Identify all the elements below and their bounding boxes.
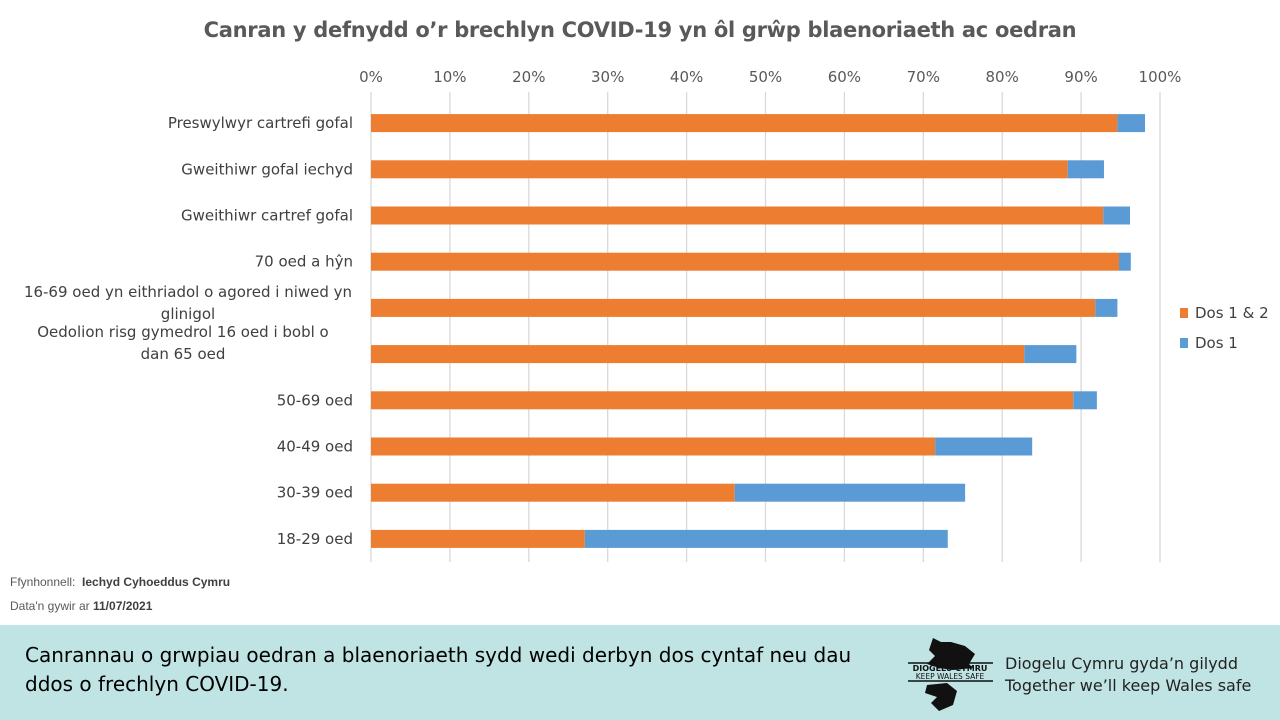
caption: Canrannau o grwpiau oedran a blaenoriaet…	[25, 643, 852, 696]
category-label: Preswylwyr cartrefi gofal	[168, 114, 353, 132]
bar-dos-1	[584, 529, 948, 548]
category-label: 18-29 oed	[277, 530, 353, 548]
x-tick-label: 40%	[670, 68, 703, 86]
source-label: Ffynhonnell:	[10, 575, 76, 589]
legend-label: Dos 1	[1195, 334, 1238, 352]
legend: Dos 1 & 2 Dos 1	[1180, 298, 1269, 358]
bar-dos-1-2	[371, 529, 585, 548]
category-label: Gweithiwr gofal iechyd	[181, 160, 353, 178]
bar-dos-1	[1067, 160, 1104, 179]
category-label: Gweithiwr cartref gofal	[181, 207, 353, 225]
bar-dos-1-2	[371, 298, 1096, 317]
legend-item-dos-1: Dos 1	[1180, 328, 1269, 358]
x-tick-label: 10%	[433, 68, 466, 86]
date-label: Data'n gywir ar	[10, 599, 90, 613]
bar-dos-1-2	[371, 252, 1119, 271]
category-label: 40-49 oed	[277, 438, 353, 456]
footer-banner: Canrannau o grwpiau oedran a blaenoriaet…	[0, 625, 1280, 720]
svg-text:KEEP WALES SAFE: KEEP WALES SAFE	[916, 672, 985, 681]
x-tick-label: 70%	[907, 68, 940, 86]
source-value: Iechyd Cyhoeddus Cymru	[82, 575, 231, 589]
category-label: 70 oed a hŷn	[255, 253, 353, 271]
tagline-welsh: Diogelu Cymru gyda’n gilydd	[1005, 654, 1238, 673]
legend-swatch	[1180, 338, 1188, 348]
bar-dos-1	[1095, 298, 1118, 317]
bar-dos-1	[935, 437, 1033, 456]
category-label: Oedolion risg gymedrol 16 oed i bobl o da…	[37, 323, 329, 363]
bar-dos-1-2	[371, 206, 1104, 225]
bar-dos-1	[1117, 114, 1146, 133]
x-tick-label: 0%	[359, 68, 383, 86]
tagline-english: Together we’ll keep Wales safe	[1005, 676, 1252, 695]
legend-swatch	[1180, 308, 1188, 318]
bar-dos-1	[1103, 206, 1131, 225]
bar-dos-1-2	[371, 437, 936, 456]
x-tick-label: 20%	[512, 68, 545, 86]
bar-dos-1	[1073, 391, 1097, 410]
bar-dos-1-2	[371, 160, 1068, 179]
category-label: 30-39 oed	[277, 484, 353, 502]
legend-item-dos-1-2: Dos 1 & 2	[1180, 298, 1269, 328]
keep-wales-safe-logo: DIOGELU CYMRU KEEP WALES SAFE	[908, 638, 993, 711]
x-tick-label: 60%	[828, 68, 861, 86]
legend-label: Dos 1 & 2	[1195, 304, 1269, 322]
x-tick-label: 80%	[986, 68, 1019, 86]
x-tick-label: 90%	[1064, 68, 1097, 86]
chart-title: Canran y defnydd o’r brechlyn COVID-19 y…	[203, 18, 1077, 42]
category-label: 50-69 oed	[277, 391, 353, 409]
bar-dos-1	[734, 483, 966, 502]
x-tick-label: 50%	[749, 68, 782, 86]
date-value: 11/07/2021	[93, 599, 153, 613]
x-tick-label: 100%	[1139, 68, 1182, 86]
bar-dos-1-2	[371, 391, 1074, 410]
stacked-bar-chart: 0% 10% 20% 30% 40% 50% 60% 70% 80% 90% 100% Preswyl…	[24, 68, 1182, 562]
category-label: 16-69 oed yn eithriadol o agored i niwed…	[24, 283, 352, 323]
x-tick-label: 30%	[591, 68, 624, 86]
tagline: Diogelu Cymru gyda’n gilydd Together we’…	[1005, 653, 1251, 697]
svg-text:DIOGELU CYMRU: DIOGELU CYMRU	[913, 664, 988, 673]
bar-dos-1-2	[371, 114, 1118, 133]
bar-dos-1	[1024, 345, 1077, 364]
bar-dos-1	[1118, 252, 1131, 271]
bar-dos-1-2	[371, 345, 1025, 364]
bar-dos-1-2	[371, 483, 735, 502]
source-note: Ffynhonnell: Iechyd Cyhoeddus Cymru Data…	[10, 570, 230, 618]
